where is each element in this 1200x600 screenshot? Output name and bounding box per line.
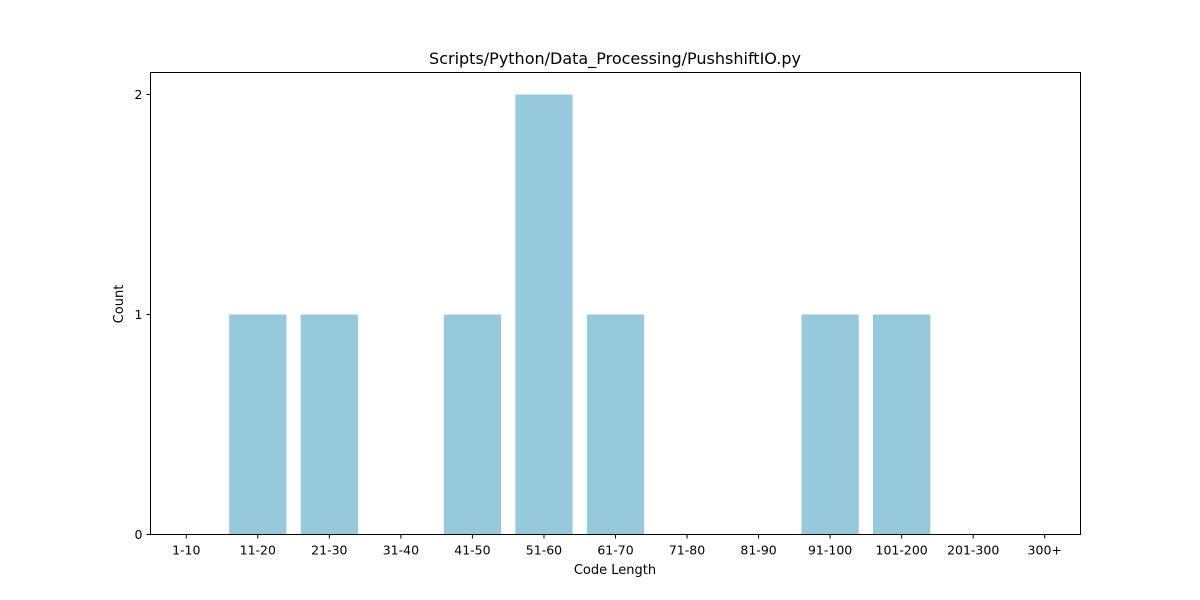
bar-41-50	[443, 314, 502, 535]
x-tick-label: 201-300	[947, 543, 999, 558]
x-tick-label: 21-30	[311, 543, 347, 558]
x-axis-ticks: 1-10 11-20 21-30 31-40 41-50 51-60 61-70 71-80 8…	[172, 534, 1062, 558]
y-tick-label: 2	[135, 87, 143, 102]
y-tick-label: 0	[135, 527, 143, 542]
bars-group	[229, 94, 931, 535]
plot-frame	[150, 72, 1081, 535]
x-tick-label: 300+	[1028, 543, 1062, 558]
bar-91-100	[801, 314, 859, 535]
x-tick-label: 51-60	[526, 543, 562, 558]
y-axis-ticks: 0 1 2	[135, 87, 151, 542]
x-tick-label: 31-40	[383, 543, 419, 558]
y-tick-label: 1	[135, 307, 143, 322]
bar-51-60	[515, 94, 573, 535]
bar-101-200	[873, 314, 931, 535]
x-tick-label: 41-50	[454, 543, 490, 558]
x-tick-label: 61-70	[597, 543, 633, 558]
x-tick-label: 81-90	[740, 543, 776, 558]
bar-11-20	[229, 314, 287, 535]
x-tick-label: 1-10	[172, 543, 200, 558]
chart-title: Scripts/Python/Data_Processing/Pushshift…	[429, 49, 801, 69]
y-axis-label: Count	[112, 285, 127, 324]
x-tick-label: 101-200	[876, 543, 928, 558]
x-tick-label: 11-20	[240, 543, 276, 558]
x-axis-label: Code Length	[574, 563, 656, 578]
bar-61-70	[586, 314, 645, 535]
bar-21-30	[300, 314, 358, 535]
x-tick-label: 91-100	[808, 543, 852, 558]
x-tick-label: 71-80	[669, 543, 705, 558]
